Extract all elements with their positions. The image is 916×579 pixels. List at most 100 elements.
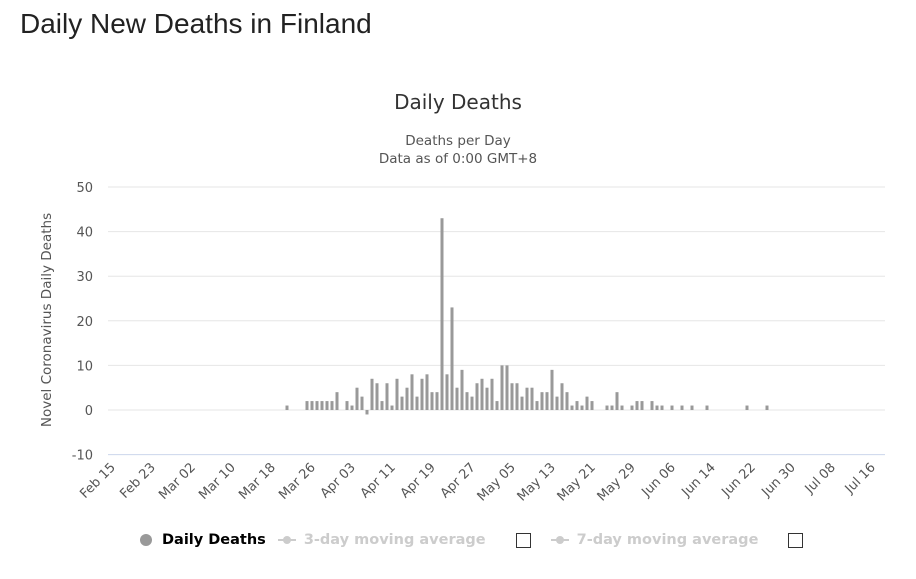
bar-apr-13[interactable] — [400, 396, 404, 410]
bar-apr-28[interactable] — [475, 383, 479, 410]
7-day-average-checkbox[interactable] — [788, 532, 804, 548]
bar-may-16[interactable] — [565, 392, 569, 410]
bar-may-13[interactable] — [550, 369, 554, 410]
x-tick-label: Apr 11 — [358, 460, 399, 501]
bar-mar-21[interactable] — [285, 405, 289, 410]
x-tick-label: Jun 22 — [719, 460, 759, 500]
bar-mar-29[interactable] — [325, 401, 329, 410]
3-day-average-checkbox[interactable] — [515, 532, 531, 548]
bar-may-15[interactable] — [560, 383, 564, 410]
bar-may-19[interactable] — [580, 405, 584, 410]
x-tick-label: Feb 23 — [117, 460, 159, 502]
bar-apr-06[interactable] — [365, 410, 369, 415]
bar-may-25[interactable] — [610, 405, 614, 410]
bar-apr-20[interactable] — [435, 392, 439, 410]
bar-may-01[interactable] — [490, 378, 494, 410]
bar-may-04[interactable] — [505, 365, 509, 410]
bar-may-27[interactable] — [620, 405, 624, 410]
bar-apr-09[interactable] — [380, 401, 384, 410]
bar-apr-26[interactable] — [465, 392, 469, 410]
bar-may-21[interactable] — [590, 401, 594, 410]
bar-apr-12[interactable] — [395, 378, 399, 410]
bar-apr-30[interactable] — [485, 387, 489, 410]
x-tick-label: May 21 — [555, 460, 599, 504]
bar-apr-02[interactable] — [345, 401, 349, 410]
y-tick-label: 0 — [85, 404, 93, 419]
daily-deaths-chart: Daily Deaths Deaths per Day Data as of 0… — [39, 90, 885, 504]
bar-apr-19[interactable] — [430, 392, 434, 410]
legend: Daily Deaths 3-day moving average 7-day … — [140, 532, 823, 548]
bar-may-12[interactable] — [545, 392, 549, 410]
bar-may-05[interactable] — [510, 383, 514, 410]
bar-apr-08[interactable] — [375, 383, 379, 410]
y-tick-label: -10 — [72, 449, 93, 464]
bar-apr-18[interactable] — [425, 374, 429, 410]
bar-apr-03[interactable] — [350, 405, 354, 410]
bar-mar-26[interactable] — [310, 401, 314, 410]
x-tick-label: Mar 18 — [236, 460, 279, 503]
bar-apr-23[interactable] — [450, 307, 454, 410]
bar-may-06[interactable] — [515, 383, 519, 410]
bar-apr-21[interactable] — [440, 218, 444, 410]
bar-jun-08[interactable] — [680, 405, 684, 410]
bar-apr-14[interactable] — [405, 387, 409, 410]
bar-jun-06[interactable] — [670, 405, 674, 410]
chart-subtitle-1: Deaths per Day — [405, 133, 511, 149]
bar-may-31[interactable] — [640, 401, 644, 410]
bar-jun-25[interactable] — [765, 405, 769, 410]
y-tick-label: 50 — [76, 181, 93, 196]
bar-apr-27[interactable] — [470, 396, 474, 410]
bar-mar-30[interactable] — [330, 401, 334, 410]
bar-may-09[interactable] — [530, 387, 534, 410]
bar-may-14[interactable] — [555, 396, 559, 410]
bar-apr-29[interactable] — [480, 378, 484, 410]
legend-item-7-day-average[interactable]: 7-day moving average — [550, 532, 758, 548]
bar-apr-24[interactable] — [455, 387, 459, 410]
bar-mar-31[interactable] — [335, 392, 339, 410]
bar-apr-11[interactable] — [390, 405, 394, 410]
bar-apr-05[interactable] — [360, 396, 364, 410]
x-tick-label: Apr 19 — [398, 460, 439, 501]
bar-mar-28[interactable] — [320, 401, 324, 410]
bar-jun-04[interactable] — [660, 405, 664, 410]
bar-may-30[interactable] — [635, 401, 639, 410]
bar-mar-25[interactable] — [305, 401, 309, 410]
legend-item-3-day-average[interactable]: 3-day moving average — [277, 532, 486, 548]
bar-may-03[interactable] — [500, 365, 504, 410]
bar-may-08[interactable] — [525, 387, 529, 410]
bar-may-29[interactable] — [630, 405, 634, 410]
bar-may-02[interactable] — [495, 401, 499, 410]
legend-label: 3-day moving average — [303, 532, 486, 548]
bar-apr-17[interactable] — [420, 378, 424, 410]
bar-may-18[interactable] — [575, 401, 579, 410]
chart-subtitle-2: Data as of 0:00 GMT+8 — [379, 151, 537, 167]
bar-may-11[interactable] — [540, 392, 544, 410]
bar-apr-15[interactable] — [410, 374, 414, 410]
legend-item-daily-deaths[interactable]: Daily Deaths — [140, 532, 266, 548]
x-tick-label: Jun 06 — [639, 460, 679, 500]
bar-may-20[interactable] — [585, 396, 589, 410]
bar-may-24[interactable] — [605, 405, 609, 410]
bar-jun-10[interactable] — [690, 405, 694, 410]
bar-apr-04[interactable] — [355, 387, 359, 410]
bar-mar-27[interactable] — [315, 401, 319, 410]
line-marker-icon — [550, 536, 569, 544]
bar-jun-02[interactable] — [650, 401, 654, 410]
bar-jun-21[interactable] — [745, 405, 749, 410]
bar-apr-25[interactable] — [460, 369, 464, 410]
bar-apr-16[interactable] — [415, 396, 419, 410]
bar-apr-22[interactable] — [445, 374, 449, 410]
page-title: Daily New Deaths in Finland — [20, 8, 372, 39]
bar-apr-07[interactable] — [370, 378, 374, 410]
bar-apr-10[interactable] — [385, 383, 389, 410]
x-tick-label: Mar 10 — [196, 460, 239, 503]
bar-may-26[interactable] — [615, 392, 619, 410]
bar-may-17[interactable] — [570, 405, 574, 410]
bar-jun-03[interactable] — [655, 405, 659, 410]
bar-jun-13[interactable] — [705, 405, 709, 410]
bar-may-07[interactable] — [520, 396, 524, 410]
x-tick-label: Feb 15 — [77, 460, 119, 502]
y-tick-label: 40 — [76, 226, 93, 241]
bar-may-10[interactable] — [535, 401, 539, 410]
x-tick-label: May 29 — [595, 460, 639, 504]
